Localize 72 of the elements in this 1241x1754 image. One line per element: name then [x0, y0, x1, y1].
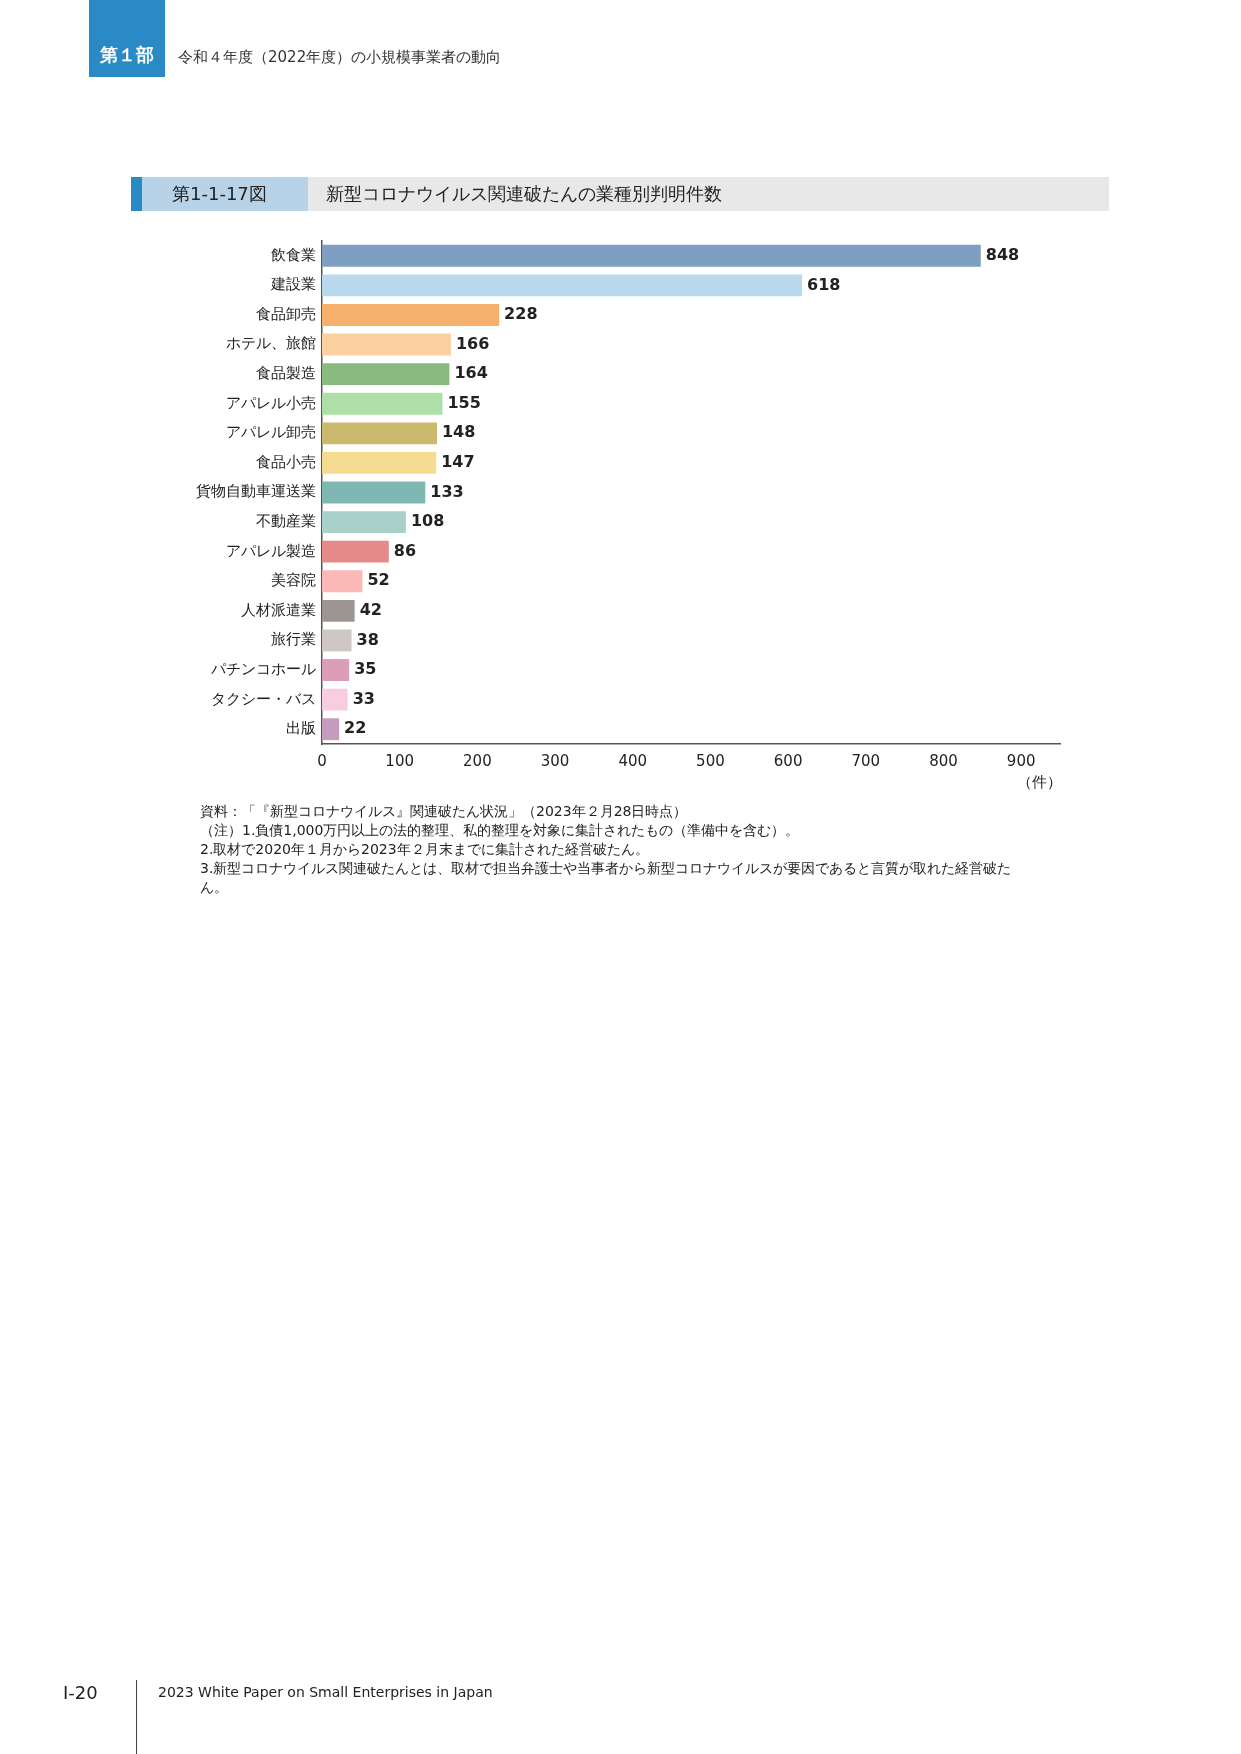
y-tick-label: アパレル卸売 [226, 423, 316, 442]
text: 資料：「『新型コロナウイルス』関連破たん状況」（2023年２月28日時点） [200, 802, 689, 821]
y-tick-label: 美容院 [271, 571, 316, 590]
data-label: 228 [504, 304, 538, 324]
bar [322, 333, 451, 356]
data-label: 86 [393, 540, 417, 560]
data-label: 848 [985, 244, 1020, 264]
y-tick-label: アパレル製造 [226, 541, 316, 560]
text: 2023 White Paper on Small Enterprises in Japan [158, 1684, 493, 1700]
x-tick-label: 100 [385, 751, 414, 770]
y-tick-label: タクシー・バス [211, 689, 316, 708]
text: 第１部 [89, 0, 165, 77]
bar [322, 363, 450, 386]
data-label: 52 [367, 570, 390, 590]
bar [322, 688, 348, 711]
data-label: 618 [807, 274, 841, 294]
y-tick-label: 貨物自動車運送業 [196, 482, 316, 501]
x-tick-label: 700 [851, 751, 881, 770]
x-tick-label: 200 [463, 751, 492, 770]
data-label: 33 [352, 688, 375, 708]
bar [322, 599, 355, 622]
bar [322, 718, 340, 741]
bar [322, 244, 981, 267]
text: 2.取材で2020年１月から2023年２月末までに集計された経営破たん。 [200, 840, 650, 859]
x-tick-label: 900 [1006, 751, 1036, 770]
y-tick-label: アパレル小売 [226, 393, 316, 412]
text: 3.新型コロナウイルス関連破たんとは、取材で担当弁護士や当事者から新型コロナウイルスが要因であると言質が取れた経営破たん。 [200, 859, 1013, 897]
bar [322, 659, 350, 681]
x-tick-label: 600 [773, 751, 803, 770]
y-tick-label: 旅行業 [271, 630, 316, 649]
x-tick-label: 400 [618, 751, 648, 770]
bar [322, 540, 389, 563]
x-tick-label: 300 [540, 751, 570, 770]
chart-title: 新型コロナウイルス関連破たんの業種別判明件数 [326, 182, 722, 206]
y-tick-label: 建設業 [270, 275, 316, 294]
y-tick-label: 人材派遣業 [241, 600, 316, 619]
data-label: 42 [359, 600, 382, 620]
x-axis-title: （件） [1016, 773, 1062, 792]
data-label: 164 [454, 363, 488, 383]
bar [322, 629, 352, 652]
bar [322, 274, 803, 297]
bar [322, 570, 363, 593]
x-tick-label: 800 [929, 751, 958, 770]
y-tick-label: 飲食業 [271, 245, 316, 264]
chart-subtitle: 第1-1-17図 [131, 177, 308, 211]
data-label: 155 [447, 392, 481, 412]
y-tick-label: 食品小売 [256, 452, 316, 471]
x-tick-label: 500 [696, 751, 725, 770]
bar [322, 481, 426, 504]
data-label: 147 [441, 452, 475, 472]
text: Ⅰ-20 [63, 1682, 98, 1703]
y-tick-label: パチンコホール [210, 659, 316, 678]
y-tick-label: 出版 [286, 719, 316, 738]
data-label: 108 [410, 511, 445, 531]
bar [322, 392, 443, 415]
bar [322, 304, 500, 326]
text: （注）1.負債1,000万円以上の法的整理、私的整理を対象に集計されたもの（準備中を含む）。 [200, 821, 801, 840]
data-label: 38 [356, 629, 379, 649]
y-tick-label: 食品製造 [256, 364, 316, 383]
x-tick-label: 0 [317, 751, 327, 770]
data-label: 166 [455, 333, 490, 353]
data-label: 133 [430, 481, 464, 501]
y-tick-label: 不動産業 [256, 511, 316, 530]
data-label: 148 [441, 422, 476, 442]
bar [322, 451, 437, 474]
bar [322, 511, 406, 534]
bar [322, 422, 437, 445]
y-tick-label: ホテル、旅館 [226, 334, 316, 353]
y-tick-label: 食品卸売 [256, 304, 316, 323]
data-label: 22 [344, 718, 367, 738]
text: 令和４年度（2022年度）の小規模事業者の動向 [178, 48, 502, 67]
data-label: 35 [354, 659, 377, 679]
